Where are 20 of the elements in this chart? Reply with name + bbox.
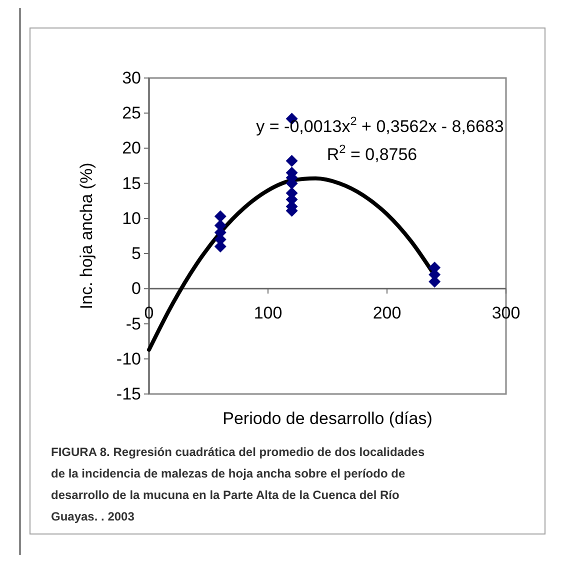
y-tick-label: 15 [122,174,141,193]
point [214,210,226,222]
y-axis-title: Inc. hoja ancha (%) [77,162,96,310]
x-tick-label: 200 [372,304,402,323]
x-tick-label: 300 [492,304,520,323]
y-tick-label: 30 [122,68,141,88]
x-axis-title: Periodo de desarrollo (días) [222,409,432,428]
point [286,154,298,167]
y-tick-label: 10 [122,208,141,228]
y-tick-label: 20 [122,138,141,158]
y-tick-label: 0 [132,279,141,298]
text: FIGURA 8. Regresión cuadrática del promedio de dos localidades de la incidencia de malezas de hoja ancha sobre el período de desarrollo de la mucuna en la Parte Alta de la Cuenca del Río Guayas. . 2003 [51,445,425,524]
y-tick-label: -5 [126,314,141,334]
annotation: y = -0,0013x$^{2}$ + 0,3562x - 8,6683 [256,114,504,136]
y-tick-label: -10 [116,349,141,368]
x-tick-label: 100 [254,304,282,323]
annotation: R$^{2}$ = 0,8756 [326,142,418,164]
y-tick-label: -15 [116,384,141,404]
y-tick-label: 5 [132,244,141,264]
y-tick-label: 25 [122,104,141,123]
